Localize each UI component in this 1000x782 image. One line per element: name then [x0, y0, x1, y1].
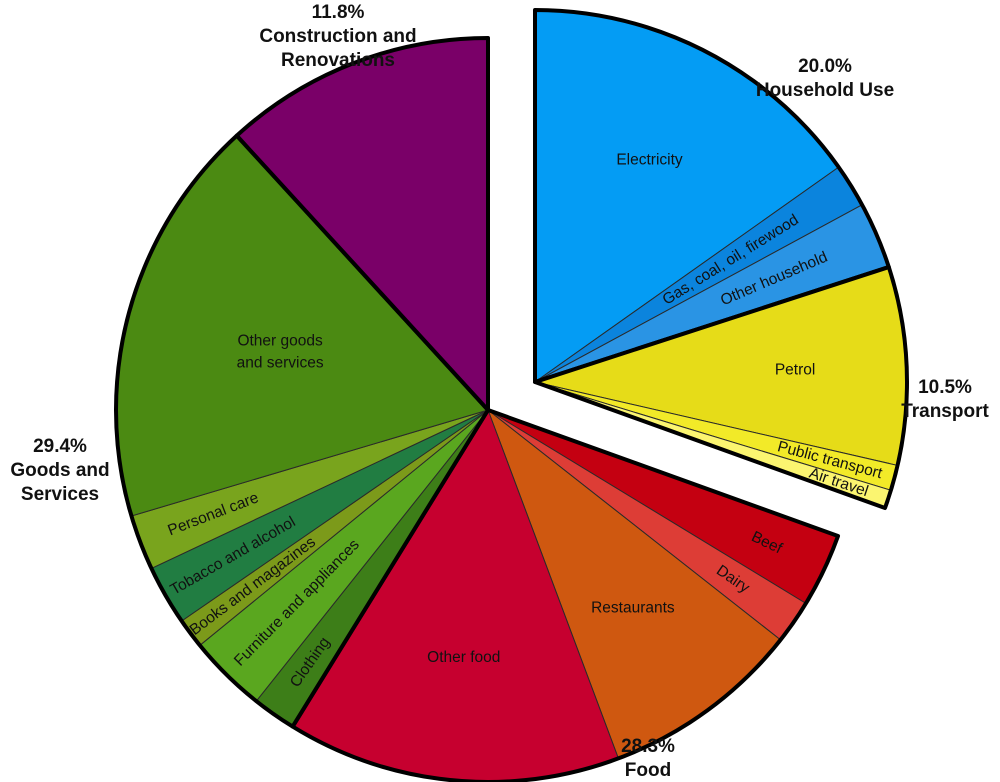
group-label-construction-and-renovations: 11.8% Construction and Renovations — [259, 2, 416, 71]
group-label-household-use: 20.0% Household Use — [756, 56, 894, 101]
group-outline-transport — [533, 265, 909, 511]
slice-label-other-goods-and-services: Other goods and services — [237, 332, 324, 371]
slice-label-restaurants: Restaurants — [591, 599, 675, 616]
slice-label-other-food: Other food — [427, 649, 500, 666]
group-label-goods-and-services: 29.4% Goods and Services — [10, 436, 109, 505]
slice-label-electricity: Electricity — [616, 152, 683, 169]
group-labels: 20.0% Household Use 10.5% Transport 28.3% Foo… — [10, 2, 989, 781]
group-outline-goods-and-services — [114, 133, 490, 729]
group-label-food: 28.3% Food — [621, 736, 675, 781]
slice-label-petrol: Petrol — [775, 362, 816, 379]
group-outline-food — [290, 408, 841, 782]
group-outline-construction-and-renovations — [234, 36, 490, 412]
pie-slices — [114, 8, 909, 782]
group-label-transport: 10.5% Transport — [901, 377, 989, 422]
group-outline-household-use — [533, 8, 891, 384]
